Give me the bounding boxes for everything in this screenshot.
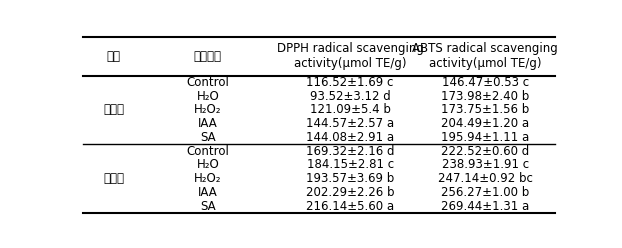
Text: 173.75±1.56 b: 173.75±1.56 b	[441, 103, 529, 117]
Text: 144.57±2.57 a: 144.57±2.57 a	[306, 117, 394, 130]
Text: DPPH radical scavenging
activity(μmol TE/g): DPPH radical scavenging activity(μmol TE…	[277, 42, 424, 70]
Text: SA: SA	[200, 131, 216, 144]
Text: 144.08±2.91 a: 144.08±2.91 a	[306, 131, 394, 144]
Text: 222.52±0.60 d: 222.52±0.60 d	[441, 145, 529, 158]
Text: 204.49±1.20 a: 204.49±1.20 a	[441, 117, 529, 130]
Text: 173.98±2.40 b: 173.98±2.40 b	[441, 90, 529, 103]
Text: 품종: 품종	[107, 50, 121, 63]
Text: 93.52±3.12 d: 93.52±3.12 d	[310, 90, 391, 103]
Text: SA: SA	[200, 200, 216, 213]
Text: Control: Control	[187, 76, 230, 89]
Text: Control: Control	[187, 145, 230, 158]
Text: 256.27±1.00 b: 256.27±1.00 b	[441, 186, 529, 199]
Text: 202.29±2.26 b: 202.29±2.26 b	[306, 186, 394, 199]
Text: 193.57±3.69 b: 193.57±3.69 b	[306, 172, 394, 185]
Text: 216.14±5.60 a: 216.14±5.60 a	[306, 200, 394, 213]
Text: ABTS radical scavenging
activity(μmol TE/g): ABTS radical scavenging activity(μmol TE…	[412, 42, 558, 70]
Text: H₂O: H₂O	[197, 90, 220, 103]
Text: 146.47±0.53 c: 146.47±0.53 c	[442, 76, 529, 89]
Text: 116.52±1.69 c: 116.52±1.69 c	[307, 76, 394, 89]
Text: 발아처리: 발아처리	[194, 50, 222, 63]
Text: H₂O: H₂O	[197, 158, 220, 171]
Text: IAA: IAA	[198, 117, 218, 130]
Text: 121.09±5.4 b: 121.09±5.4 b	[310, 103, 391, 117]
Text: H₂O₂: H₂O₂	[194, 103, 221, 117]
Text: 247.14±0.92 bc: 247.14±0.92 bc	[438, 172, 532, 185]
Text: IAA: IAA	[198, 186, 218, 199]
Text: 남풍찰: 남풍찰	[103, 172, 124, 185]
Text: 소담찰: 소담찰	[103, 103, 124, 117]
Text: 269.44±1.31 a: 269.44±1.31 a	[441, 200, 529, 213]
Text: H₂O₂: H₂O₂	[194, 172, 221, 185]
Text: 169.32±2.16 d: 169.32±2.16 d	[306, 145, 394, 158]
Text: 184.15±2.81 c: 184.15±2.81 c	[307, 158, 394, 171]
Text: 238.93±1.91 c: 238.93±1.91 c	[442, 158, 529, 171]
Text: 195.94±1.11 a: 195.94±1.11 a	[441, 131, 529, 144]
